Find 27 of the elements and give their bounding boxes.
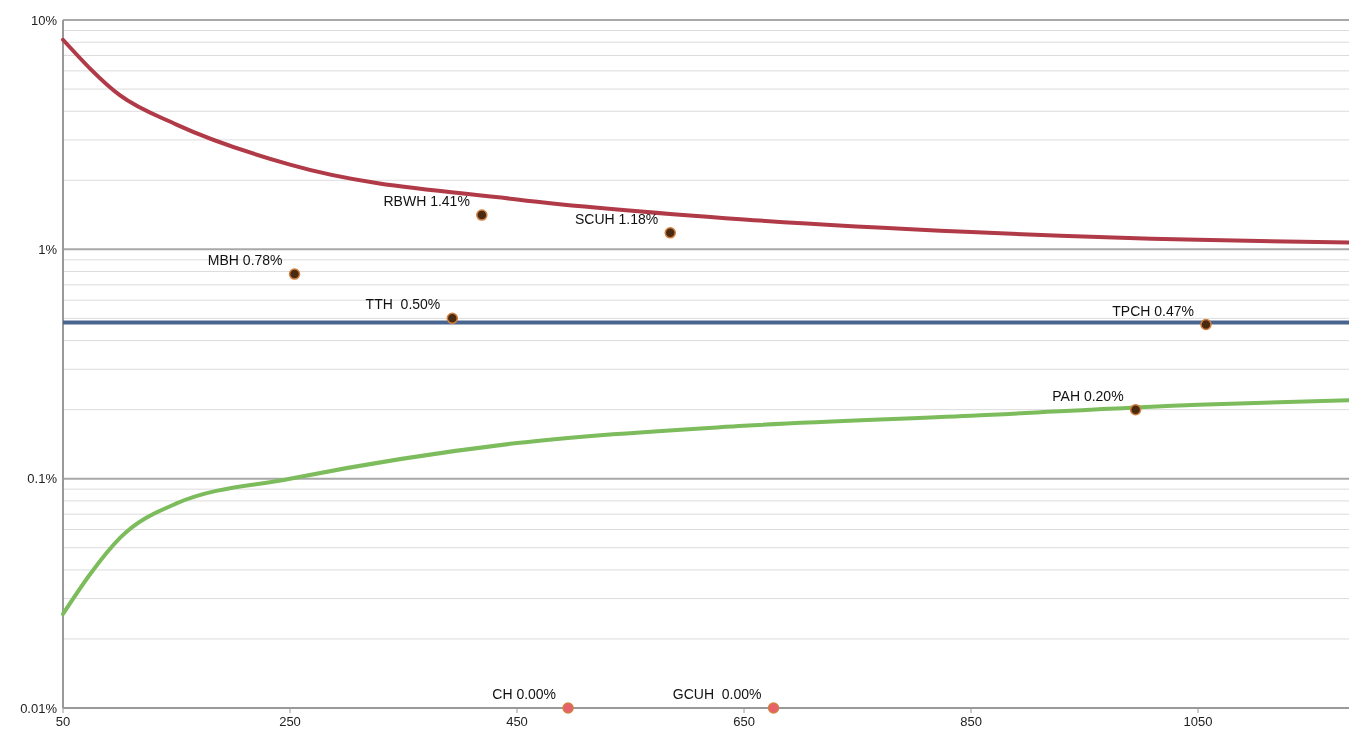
x-tick-label: 50 [55,714,71,729]
y-tick-label: 0.01% [20,700,58,716]
point [664,227,676,239]
y-tick-label: 0.1% [27,471,58,487]
data-label: GCUH 0.00% [672,686,762,702]
point [446,312,459,325]
point [288,268,301,280]
data-label: TPCH 0.47% [1112,302,1194,319]
data-label: MBH 0.78% [207,252,283,269]
point [562,702,574,714]
x-tick-label: 450 [506,714,528,729]
data-label: PAH 0.20% [1052,387,1124,404]
y-tick-label: 10% [30,12,58,28]
data-label: SCUH 1.18% [574,210,659,227]
point [476,209,488,221]
x-tick-label: 1050 [1183,714,1213,729]
point [767,702,780,714]
data-label: RBWH 1.41% [383,193,470,210]
x-tick-label: 250 [279,714,301,729]
data-label: CH 0.00% [492,686,557,702]
x-tick-label: 850 [960,714,982,729]
x-tick-label: 650 [733,714,755,729]
line-series [61,37,1349,245]
point [1200,318,1212,331]
point [1129,403,1142,416]
y-tick-label: 1% [38,241,58,257]
data-label: TTH 0.50% [365,296,441,313]
